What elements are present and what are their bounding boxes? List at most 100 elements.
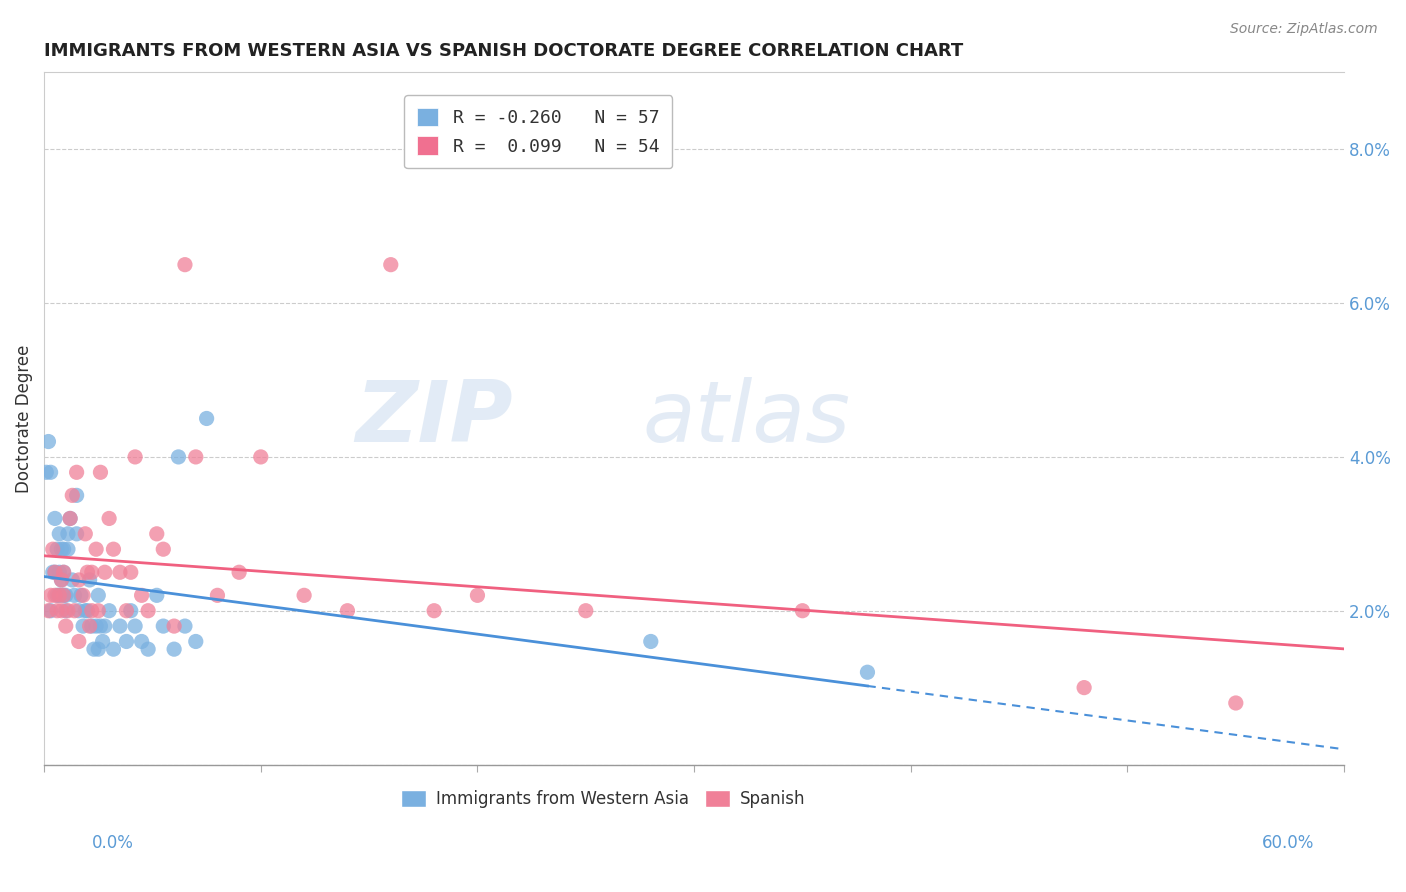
Point <box>79 573 101 587</box>
Point <box>131 588 153 602</box>
Point <box>98 604 121 618</box>
Point <box>55 588 77 602</box>
Point <box>103 542 125 557</box>
Text: 0.0%: 0.0% <box>91 834 134 852</box>
Point <box>59 511 82 525</box>
Point <box>42 566 65 580</box>
Point <box>67 573 90 587</box>
Point <box>67 634 90 648</box>
Point <box>120 604 142 618</box>
Point <box>856 665 879 680</box>
Point <box>51 573 73 587</box>
Point <box>44 566 66 580</box>
Point <box>131 634 153 648</box>
Point <box>46 604 69 618</box>
Point <box>80 619 103 633</box>
Point <box>72 588 94 602</box>
Point <box>52 588 75 602</box>
Point <box>67 604 90 618</box>
Point <box>94 619 117 633</box>
Point <box>1073 681 1095 695</box>
Point <box>44 588 66 602</box>
Point <box>39 465 62 479</box>
Point <box>184 450 207 464</box>
Point <box>52 566 75 580</box>
Point <box>103 642 125 657</box>
Point <box>46 588 69 602</box>
Point <box>152 619 174 633</box>
Point <box>124 450 146 464</box>
Point <box>87 588 110 602</box>
Point <box>51 573 73 587</box>
Point <box>76 566 98 580</box>
Point <box>72 619 94 633</box>
Text: atlas: atlas <box>643 377 851 460</box>
Point <box>108 566 131 580</box>
Point <box>152 542 174 557</box>
Point <box>76 604 98 618</box>
Point <box>56 542 79 557</box>
Point <box>56 604 79 618</box>
Point <box>163 619 186 633</box>
Point <box>65 465 87 479</box>
Point <box>65 526 87 541</box>
Point <box>174 258 197 272</box>
Point <box>120 566 142 580</box>
Point <box>51 604 73 618</box>
Point <box>1225 696 1247 710</box>
Point <box>146 526 169 541</box>
Y-axis label: Doctorate Degree: Doctorate Degree <box>15 344 32 492</box>
Point <box>84 619 107 633</box>
Point <box>792 604 814 618</box>
Point <box>52 542 75 557</box>
Point <box>167 450 190 464</box>
Point <box>136 604 159 618</box>
Point <box>48 588 70 602</box>
Point <box>63 604 86 618</box>
Point <box>37 434 59 449</box>
Point <box>55 604 77 618</box>
Point <box>115 634 138 648</box>
Point <box>39 588 62 602</box>
Point <box>292 588 315 602</box>
Point <box>640 634 662 648</box>
Point <box>124 619 146 633</box>
Point <box>207 588 229 602</box>
Point <box>79 619 101 633</box>
Point <box>44 566 66 580</box>
Point <box>80 566 103 580</box>
Point <box>380 258 402 272</box>
Point <box>59 511 82 525</box>
Point <box>146 588 169 602</box>
Point <box>48 566 70 580</box>
Point <box>56 526 79 541</box>
Point <box>87 604 110 618</box>
Point <box>115 604 138 618</box>
Point <box>60 488 83 502</box>
Point <box>42 542 65 557</box>
Point <box>35 465 58 479</box>
Point <box>52 566 75 580</box>
Point <box>44 511 66 525</box>
Point <box>83 642 105 657</box>
Point <box>84 542 107 557</box>
Point <box>39 604 62 618</box>
Point <box>228 566 250 580</box>
Point <box>46 542 69 557</box>
Text: IMMIGRANTS FROM WESTERN ASIA VS SPANISH DOCTORATE DEGREE CORRELATION CHART: IMMIGRANTS FROM WESTERN ASIA VS SPANISH … <box>44 42 963 60</box>
Point <box>91 634 114 648</box>
Point <box>51 542 73 557</box>
Point <box>89 619 111 633</box>
Point <box>89 465 111 479</box>
Point <box>184 634 207 648</box>
Point <box>136 642 159 657</box>
Point <box>336 604 359 618</box>
Point <box>63 588 86 602</box>
Text: 60.0%: 60.0% <box>1263 834 1315 852</box>
Point <box>75 526 97 541</box>
Point <box>467 588 489 602</box>
Point <box>37 604 59 618</box>
Point <box>55 619 77 633</box>
Point <box>80 604 103 618</box>
Point <box>108 619 131 633</box>
